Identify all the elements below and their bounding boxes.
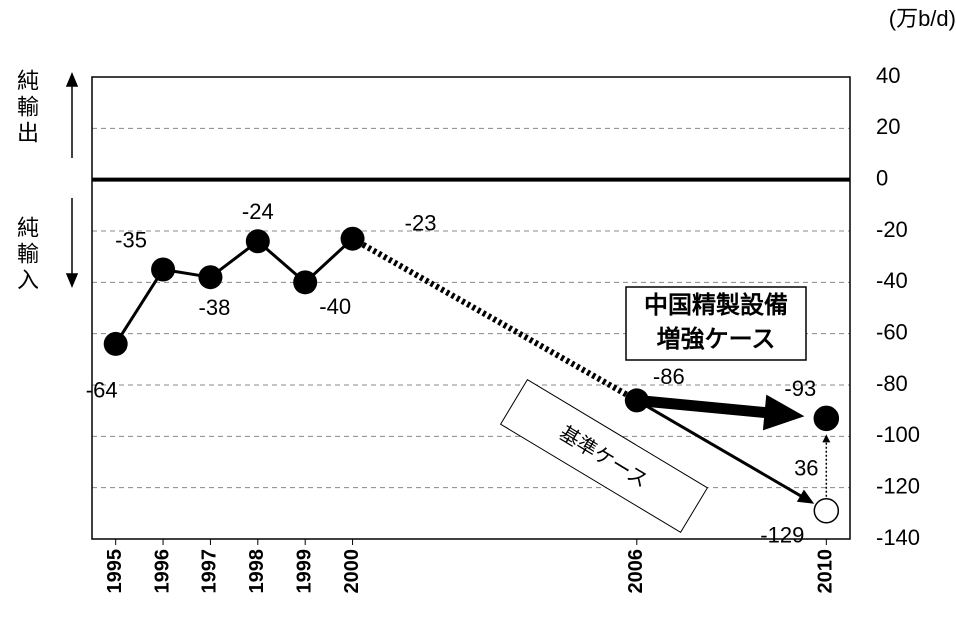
- x-tick-label: 2006: [625, 549, 647, 594]
- unit-label: (万b/d): [889, 6, 956, 31]
- label-box: [499, 378, 709, 534]
- forecast-line: [351, 236, 639, 404]
- point: [340, 226, 365, 251]
- x-tick-label: 2000: [341, 549, 363, 594]
- case-label: 中国精製設備: [644, 291, 788, 319]
- y-tick-label: 20: [876, 114, 900, 139]
- case-label: 増強ケース: [657, 325, 776, 353]
- arrow-head: [822, 434, 831, 443]
- y-tick-label: -80: [876, 371, 908, 396]
- x-tick-label: 1999: [293, 549, 315, 594]
- y-tick-label: -140: [876, 525, 920, 550]
- value-label: -35: [115, 227, 147, 252]
- value-label: -23: [405, 211, 437, 236]
- value-label: -64: [86, 378, 118, 403]
- plot-frame: [91, 76, 851, 540]
- y-tick-label: -120: [876, 473, 920, 498]
- history-line: [114, 237, 354, 345]
- arrow-head: [796, 489, 815, 504]
- value-label: -40: [319, 294, 351, 319]
- point: [245, 229, 270, 254]
- x-tick-label: 1998: [246, 549, 268, 594]
- export-label: 純輸出: [13, 69, 39, 147]
- x-tick-label: 2010: [815, 549, 837, 594]
- arrow-head: [762, 394, 805, 431]
- x-tick-label: 1995: [104, 549, 126, 594]
- point: [624, 388, 649, 413]
- point: [293, 270, 318, 295]
- y-tick-label: 40: [876, 63, 900, 88]
- side-arrows: [65, 72, 79, 288]
- case-arrow: [636, 394, 774, 419]
- x-tick-label: 1996: [151, 549, 173, 594]
- difference-label: 36: [794, 455, 818, 480]
- case-point: [813, 405, 840, 432]
- y-tick-label: 0: [876, 165, 888, 190]
- case-arrow: [636, 399, 804, 499]
- y-tick-label: -100: [876, 422, 920, 447]
- point: [151, 257, 176, 282]
- x-tick-label: 1997: [199, 549, 221, 594]
- point: [103, 331, 128, 356]
- value-label: -38: [199, 295, 231, 320]
- y-tick-label: -20: [876, 217, 908, 242]
- value-label: -24: [242, 199, 274, 224]
- y-tick-label: -40: [876, 268, 908, 293]
- value-label: -86: [653, 364, 685, 389]
- point: [198, 265, 223, 290]
- import-label: 純輸入: [13, 216, 39, 294]
- value-label: -93: [784, 376, 816, 401]
- y-tick-label: -60: [876, 319, 908, 344]
- label-box: [625, 286, 807, 361]
- case-point: [813, 498, 840, 524]
- value-label: -129: [760, 523, 804, 548]
